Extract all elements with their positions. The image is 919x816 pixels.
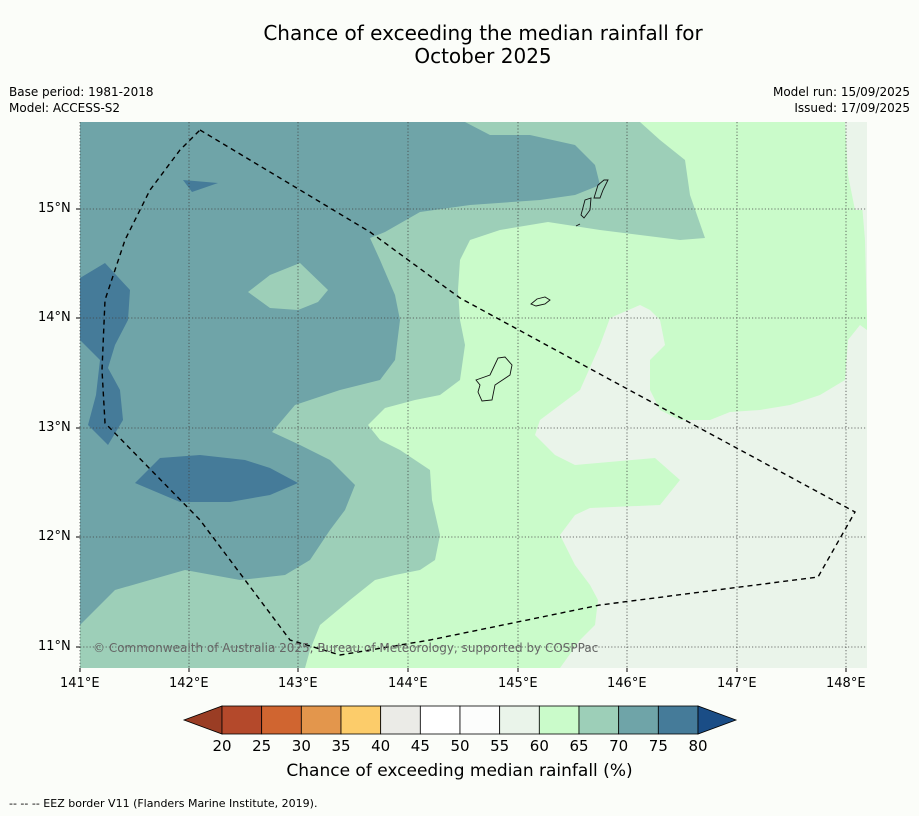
meta-left: Base period: 1981-2018 Model: ACCESS-S2 xyxy=(9,84,154,116)
colorbar-segment xyxy=(657,705,699,735)
colorbar-tick: 75 xyxy=(648,737,668,755)
contour-75-80-west xyxy=(80,263,130,445)
colorbar-tick: 30 xyxy=(291,737,311,755)
meta-right: Model run: 15/09/2025 Issued: 17/09/2025 xyxy=(773,84,910,116)
island-guam xyxy=(475,356,513,402)
y-tick-11: 11°N xyxy=(38,639,71,654)
colorbar-segment xyxy=(538,705,580,735)
title-line-1: Chance of exceeding the median rainfall … xyxy=(263,21,703,45)
colorbar-tick: 60 xyxy=(529,737,549,755)
contour-patch-65-70 xyxy=(248,263,328,310)
x-tick-144: 144°E xyxy=(388,676,428,691)
gridlines xyxy=(79,122,867,668)
y-tick-14: 14°N xyxy=(38,310,71,325)
colorbar-segment xyxy=(261,705,302,735)
colorbar-tick: 65 xyxy=(569,737,589,755)
x-tick-142: 142°E xyxy=(169,676,209,691)
base-period: Base period: 1981-2018 xyxy=(9,85,154,99)
x-tick-148: 148°E xyxy=(826,676,866,691)
colorbar-segment xyxy=(419,705,461,735)
x-tick-141: 141°E xyxy=(60,676,100,691)
contour-edge-55-60 xyxy=(845,122,867,210)
contour-75-80-south xyxy=(135,455,298,502)
y-tick-12: 12°N xyxy=(38,529,71,544)
x-tick-145: 145°E xyxy=(498,676,538,691)
colorbar-segment xyxy=(578,705,620,735)
colorbar-extend-below xyxy=(182,705,223,735)
colorbar xyxy=(182,705,738,735)
colorbar-segment xyxy=(459,705,501,735)
x-tick-146: 146°E xyxy=(607,676,647,691)
contour-75-80-north xyxy=(183,180,218,192)
colorbar-segment xyxy=(340,705,382,735)
x-tick-147: 147°E xyxy=(717,676,757,691)
colorbar-segment xyxy=(221,705,263,735)
model-name: Model: ACCESS-S2 xyxy=(9,101,121,115)
colorbar-tick: 25 xyxy=(252,737,272,755)
island-tinian xyxy=(580,197,592,219)
probability-contours xyxy=(80,122,867,668)
issued-date: Issued: 17/09/2025 xyxy=(794,101,910,115)
x-tick-143: 143°E xyxy=(278,676,318,691)
colorbar-tick: 45 xyxy=(410,737,430,755)
colorbar-segment xyxy=(618,705,659,735)
colorbar-segment xyxy=(380,705,421,735)
map-title: Chance of exceeding the median rainfall … xyxy=(0,22,919,68)
model-run: Model run: 15/09/2025 xyxy=(772,85,910,99)
colorbar-tick: 40 xyxy=(371,737,391,755)
island-saipan xyxy=(593,179,609,199)
colorbar-tick: 35 xyxy=(331,737,351,755)
colorbar-tick: 50 xyxy=(450,737,470,755)
copyright-notice: © Commonwealth of Australia 2025, Bureau… xyxy=(93,641,599,655)
island-rota xyxy=(530,296,551,307)
colorbar-extend-above xyxy=(697,705,738,735)
axis-ticks xyxy=(76,208,847,672)
colorbar-tick: 55 xyxy=(490,737,510,755)
colorbar-segment xyxy=(300,705,342,735)
colorbar-tick: 70 xyxy=(609,737,629,755)
y-tick-15: 15°N xyxy=(38,201,71,216)
colorbar-tick: 80 xyxy=(688,737,708,755)
colorbar-segment xyxy=(499,705,540,735)
islands xyxy=(475,179,609,402)
colorbar-label: Chance of exceeding median rainfall (%) xyxy=(286,761,633,781)
y-tick-13: 13°N xyxy=(38,420,71,435)
eez-border xyxy=(101,129,856,656)
eez-legend-note: -- -- -- EEZ border V11 (Flanders Marine… xyxy=(9,797,318,810)
island-aguijan xyxy=(575,223,581,227)
title-line-2: October 2025 xyxy=(414,44,552,68)
colorbar-tick: 20 xyxy=(212,737,232,755)
